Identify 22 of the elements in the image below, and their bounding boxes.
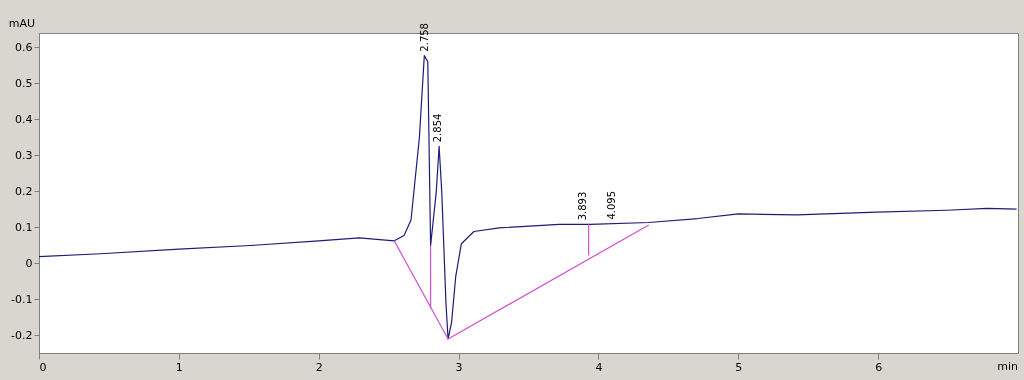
- y-tick-label: 0.6: [15, 40, 33, 54]
- x-tick-label: 6: [875, 360, 883, 374]
- x-tick-label: 2: [315, 360, 323, 374]
- x-axis-title: min: [997, 360, 1019, 373]
- x-tick-label: 1: [175, 360, 183, 374]
- x-tick-label: 0: [39, 360, 47, 374]
- y-tick-label: 0.4: [15, 112, 33, 126]
- x-tick-label: 5: [735, 360, 743, 374]
- y-tick-label: 0: [25, 256, 33, 270]
- annotation: 4.095: [605, 190, 617, 220]
- annotation: 2.854: [432, 113, 444, 143]
- x-tick-label: 3: [455, 360, 463, 374]
- y-tick-label: 0.2: [15, 184, 33, 198]
- annotation: 2.758: [418, 23, 430, 52]
- y-tick-label: 0.5: [15, 76, 33, 90]
- y-tick-label: -0.1: [11, 292, 33, 306]
- y-tick-label: 0.1: [15, 220, 33, 234]
- y-tick-label: 0.3: [15, 148, 33, 162]
- x-tick-label: 4: [595, 360, 603, 374]
- y-tick-label: -0.2: [11, 328, 33, 342]
- annotation: 3.893: [577, 191, 589, 221]
- y-axis-title: mAU: [8, 17, 35, 30]
